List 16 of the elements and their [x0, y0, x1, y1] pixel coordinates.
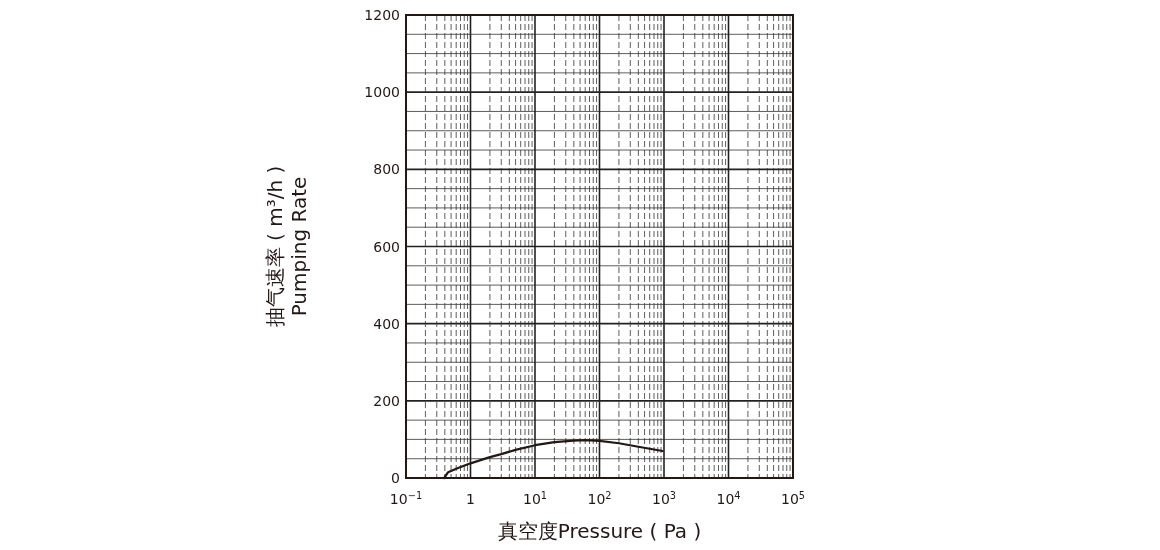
y-tick-label: 400	[373, 315, 400, 332]
y-tick-label: 800	[373, 161, 400, 178]
y-tick-label: 1200	[364, 7, 400, 23]
y-tick-label: 200	[373, 392, 400, 409]
x-tick-label: 10$^{1}$	[522, 489, 548, 507]
y-tick-label: 1000	[364, 84, 400, 101]
x-tick-label: 10$^{5}$	[780, 489, 806, 507]
y-axis-title: 抽气速率 ( m³/h ) Pumping Rate	[263, 165, 311, 328]
x-tick-label: 1	[466, 491, 475, 507]
x-tick-label: 10$^{−1}$	[389, 489, 423, 507]
x-tick-label: 10$^{4}$	[716, 489, 741, 507]
x-tick-label: 10$^{3}$	[651, 489, 677, 507]
x-tick-label: 10$^{2}$	[587, 489, 612, 507]
y-tick-label: 600	[373, 238, 400, 255]
x-axis-title: 真空度Pressure ( Pa )	[497, 519, 702, 543]
y-tick-label: 0	[391, 470, 400, 486]
